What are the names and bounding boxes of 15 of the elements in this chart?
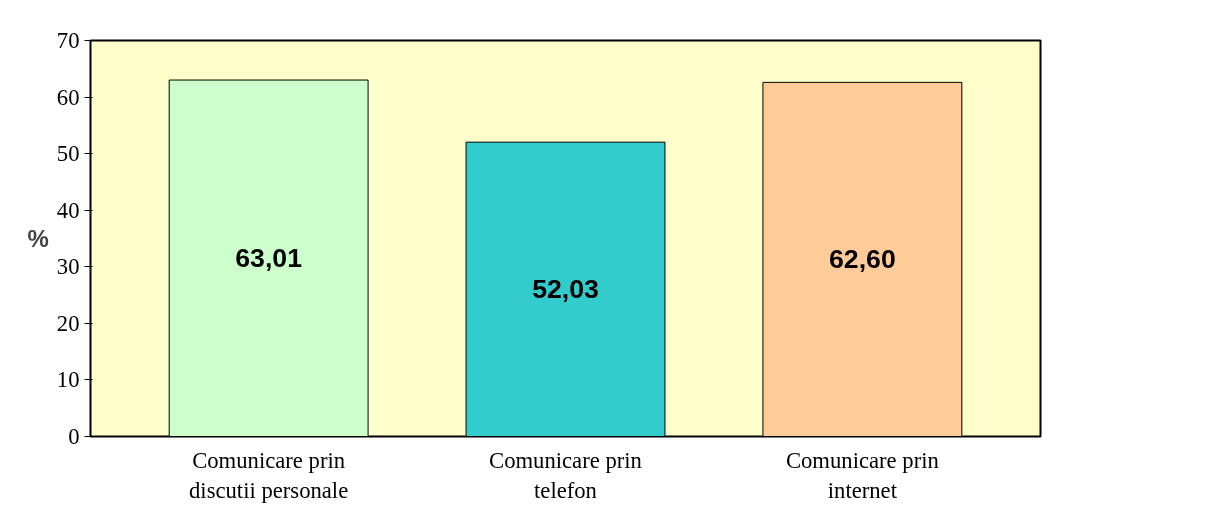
y-tick-label: 40	[56, 197, 80, 223]
y-tick-label: 60	[56, 84, 80, 110]
data-label: 52,03	[532, 274, 599, 305]
y-tick-label: 0	[68, 424, 80, 449]
y-tick-label: 10	[56, 367, 80, 393]
y-axis-title: %	[27, 225, 49, 252]
data-label: 63,01	[235, 243, 303, 274]
x-tick-label: Comunicare prin telefon	[489, 447, 642, 503]
x-tick-label: Comunicare prin discutii personale	[189, 447, 349, 503]
y-tick-label: 30	[56, 254, 80, 280]
data-label: 62,60	[829, 244, 896, 275]
y-tick-label: 20	[56, 310, 80, 336]
y-tick-label: 70	[56, 28, 80, 53]
x-tick-label: Comunicare prin internet	[785, 447, 939, 503]
y-tick-label: 50	[56, 141, 80, 167]
